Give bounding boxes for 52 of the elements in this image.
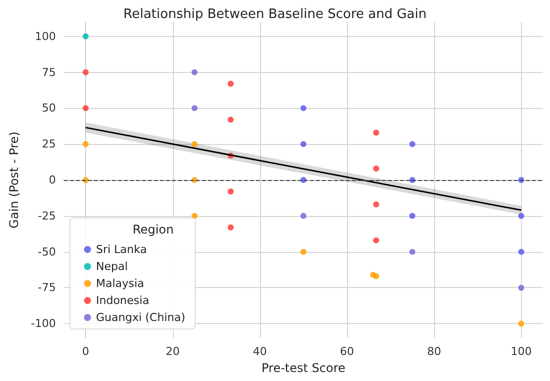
x-tick-label: 0: [82, 345, 90, 358]
point: [228, 188, 234, 194]
point: [192, 105, 198, 112]
y-tick-label: 0: [48, 174, 56, 186]
point: [228, 80, 234, 87]
x-tick-label: 40: [252, 345, 267, 358]
chart-title: Relationship Between Baseline Score and Gain: [123, 7, 427, 22]
point: [300, 212, 306, 219]
point: [373, 237, 380, 244]
point: [300, 105, 306, 112]
point: [373, 201, 380, 208]
point: [409, 141, 416, 148]
y-tick-label: -100: [30, 317, 56, 330]
point: [228, 116, 234, 123]
legend-label: Malaysia: [96, 277, 144, 290]
y-tick-label: -50: [38, 245, 56, 258]
point: [82, 69, 89, 76]
legend-label: Indonesia: [96, 294, 150, 307]
legend-title: Region: [132, 222, 174, 236]
point: [228, 224, 234, 230]
point: [373, 166, 380, 172]
y-tick-label: 75: [42, 66, 56, 79]
y-tick-label: -25: [38, 209, 56, 222]
point: [192, 69, 198, 76]
point: [518, 284, 524, 291]
point: [82, 141, 89, 148]
x-axis-title: Pre-test Score: [261, 361, 346, 375]
point: [518, 212, 524, 219]
x-tick-label: 100: [510, 345, 532, 358]
point: [192, 212, 198, 219]
legend-label: Sri Lanka: [96, 243, 147, 256]
point: [373, 130, 380, 136]
y-tick-label: 25: [42, 138, 56, 151]
point: [82, 33, 89, 40]
point: [300, 248, 306, 255]
point: [300, 141, 306, 148]
point: [518, 320, 524, 327]
legend-label: Guangxi (China): [96, 311, 186, 324]
y-tick-label: -75: [38, 281, 56, 294]
x-tick-label: 60: [340, 345, 354, 358]
x-tick-label: 20: [166, 345, 180, 358]
y-tick-label: 50: [42, 102, 56, 115]
point: [192, 141, 198, 148]
y-tick-label: 100: [34, 30, 56, 43]
y-axis-title: Gain (Post - Pre): [7, 132, 21, 228]
point: [409, 248, 416, 255]
legend-label: Nepal: [96, 260, 128, 273]
point: [373, 273, 380, 280]
point: [82, 105, 89, 112]
point: [518, 248, 524, 255]
point: [409, 212, 416, 219]
x-tick-label: 80: [427, 345, 442, 358]
